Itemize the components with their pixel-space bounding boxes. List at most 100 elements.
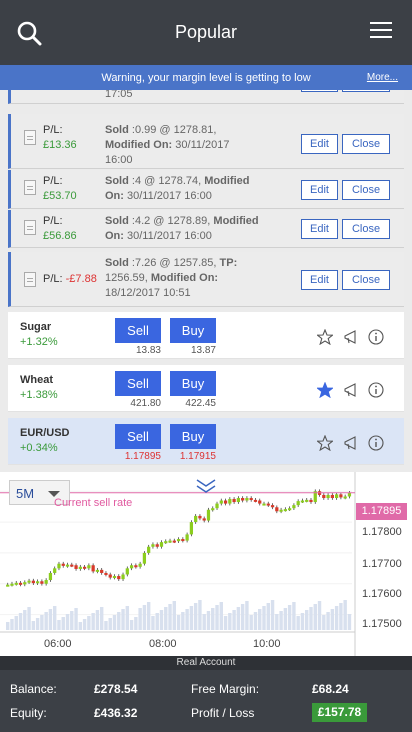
candle-body bbox=[322, 494, 326, 499]
buy-button[interactable]: Buy bbox=[170, 424, 216, 449]
edit-button[interactable]: Edit bbox=[301, 180, 338, 200]
candle-body bbox=[138, 563, 142, 567]
volume-bar bbox=[240, 604, 245, 630]
candle-body bbox=[339, 494, 343, 498]
order-row[interactable]: P/L: £13.36 Sold :0.99 @ 1278.81, Modifie… bbox=[8, 114, 404, 169]
equity-label: Equity: bbox=[10, 706, 47, 720]
volume-bar bbox=[164, 607, 168, 630]
info-sold: Sold bbox=[105, 257, 129, 269]
volume-bar bbox=[258, 609, 262, 630]
collapse-chevron-icon[interactable] bbox=[195, 478, 217, 494]
volume-bar bbox=[91, 613, 95, 630]
info-icon[interactable] bbox=[368, 382, 384, 398]
candle-body bbox=[343, 496, 347, 499]
market-row-sugar[interactable]: Sugar +1.32% Sell Buy 13.83 13.87 bbox=[8, 312, 404, 359]
candle-body bbox=[95, 569, 100, 572]
volume-bar bbox=[292, 602, 296, 630]
candle-body bbox=[23, 582, 27, 585]
candle-body bbox=[288, 508, 292, 511]
sell-button[interactable]: Sell bbox=[115, 318, 161, 343]
buy-button[interactable]: Buy bbox=[170, 371, 216, 396]
volume-bar bbox=[108, 618, 112, 630]
free-margin-label: Free Margin: bbox=[191, 682, 260, 696]
edit-button[interactable]: Edit bbox=[301, 270, 338, 290]
sell-button[interactable]: Sell bbox=[115, 371, 161, 396]
info-on: On: bbox=[105, 230, 124, 242]
candle-body bbox=[31, 580, 35, 584]
volume-bar bbox=[223, 616, 228, 630]
free-margin-value: £68.24 bbox=[312, 682, 349, 696]
candle-body bbox=[211, 508, 215, 511]
hamburger-menu-icon[interactable] bbox=[370, 22, 392, 40]
star-icon[interactable] bbox=[317, 329, 333, 345]
candle-body bbox=[134, 565, 138, 568]
info-icon[interactable] bbox=[368, 329, 384, 345]
candle-body bbox=[236, 498, 240, 503]
star-filled-icon[interactable] bbox=[317, 382, 333, 398]
candle-body bbox=[91, 565, 95, 572]
pl-label: P/L: bbox=[43, 124, 63, 136]
timeframe-select[interactable]: 5M bbox=[9, 480, 70, 505]
order-row-partial[interactable]: 17:05 bbox=[8, 90, 404, 104]
volume-bar bbox=[142, 605, 147, 630]
sell-button[interactable]: Sell bbox=[115, 424, 161, 449]
candle-body bbox=[292, 505, 296, 509]
edit-button[interactable]: Edit bbox=[301, 134, 338, 154]
volume-bar bbox=[57, 620, 61, 630]
candle-body bbox=[48, 572, 53, 581]
candle-body bbox=[82, 566, 87, 569]
candle-body bbox=[279, 509, 283, 512]
order-info: Sold :0.99 @ 1278.81, Modified On: 30/11… bbox=[105, 123, 290, 168]
info-tp-value: 1256.59, bbox=[105, 272, 148, 284]
price-chart[interactable]: 5M Current sell rate 1.17895 1.17800 1.1… bbox=[0, 472, 412, 656]
order-row[interactable]: P/L: £56.86 Sold :4.2 @ 1278.89, Modified… bbox=[8, 210, 404, 248]
volume-bar bbox=[202, 614, 206, 630]
order-info: Sold :7.26 @ 1257.85, TP: 1256.59, Modif… bbox=[105, 256, 290, 301]
close-button[interactable]: Close bbox=[342, 219, 390, 239]
candle-body bbox=[151, 544, 155, 547]
volume-bar bbox=[193, 603, 198, 630]
volume-bar bbox=[151, 616, 155, 630]
volume-bar bbox=[189, 606, 194, 630]
volume-bar bbox=[215, 605, 219, 630]
edit-button[interactable] bbox=[301, 90, 338, 92]
star-icon[interactable] bbox=[317, 435, 333, 451]
close-button[interactable]: Close bbox=[342, 180, 390, 200]
close-button[interactable] bbox=[342, 90, 390, 92]
edit-button[interactable]: Edit bbox=[301, 219, 338, 239]
volume-bar bbox=[112, 615, 117, 630]
alert-icon[interactable] bbox=[343, 329, 359, 345]
document-icon bbox=[24, 130, 36, 145]
close-button[interactable]: Close bbox=[342, 270, 390, 290]
market-row-wheat[interactable]: Wheat +1.38% Sell Buy 421.80 422.45 bbox=[8, 365, 404, 412]
warning-more-link[interactable]: More... bbox=[366, 72, 398, 83]
alert-icon[interactable] bbox=[343, 435, 359, 451]
sell-price: 1.17895 bbox=[124, 451, 161, 462]
chart-canvas[interactable] bbox=[0, 472, 412, 656]
volume-bar bbox=[65, 614, 70, 630]
market-row-eurusd[interactable]: EUR/USD +0.34% Sell Buy 1.17895 1.17915 bbox=[8, 418, 404, 465]
search-icon[interactable] bbox=[16, 20, 42, 46]
warning-message: Warning, your margin level is getting to… bbox=[101, 72, 311, 84]
alert-icon[interactable] bbox=[343, 382, 359, 398]
market-change: +1.38% bbox=[20, 389, 58, 401]
volume-bar bbox=[31, 621, 36, 630]
info-icon[interactable] bbox=[368, 435, 384, 451]
balance-value: £278.54 bbox=[94, 682, 138, 696]
candle-body bbox=[198, 515, 202, 519]
order-row[interactable]: P/L: £53.70 Sold :4 @ 1278.74, Modified O… bbox=[8, 170, 404, 209]
close-button[interactable]: Close bbox=[342, 134, 390, 154]
volume-bar bbox=[275, 614, 279, 630]
pl-value: £56.86 bbox=[43, 230, 77, 242]
candle-body bbox=[181, 539, 185, 542]
order-row[interactable]: P/L: -£7.88 Sold :7.26 @ 1257.85, TP: 12… bbox=[8, 252, 404, 307]
x-tick-label: 08:00 bbox=[149, 638, 177, 650]
candle-body bbox=[168, 540, 172, 543]
y-tick-label: 1.17700 bbox=[362, 558, 402, 570]
buy-button[interactable]: Buy bbox=[170, 318, 216, 343]
candle-body bbox=[194, 515, 198, 523]
volume-bar bbox=[117, 612, 121, 630]
candle-body bbox=[57, 563, 61, 569]
candle-body bbox=[10, 583, 14, 586]
pl-value: £13.36 bbox=[43, 139, 77, 151]
